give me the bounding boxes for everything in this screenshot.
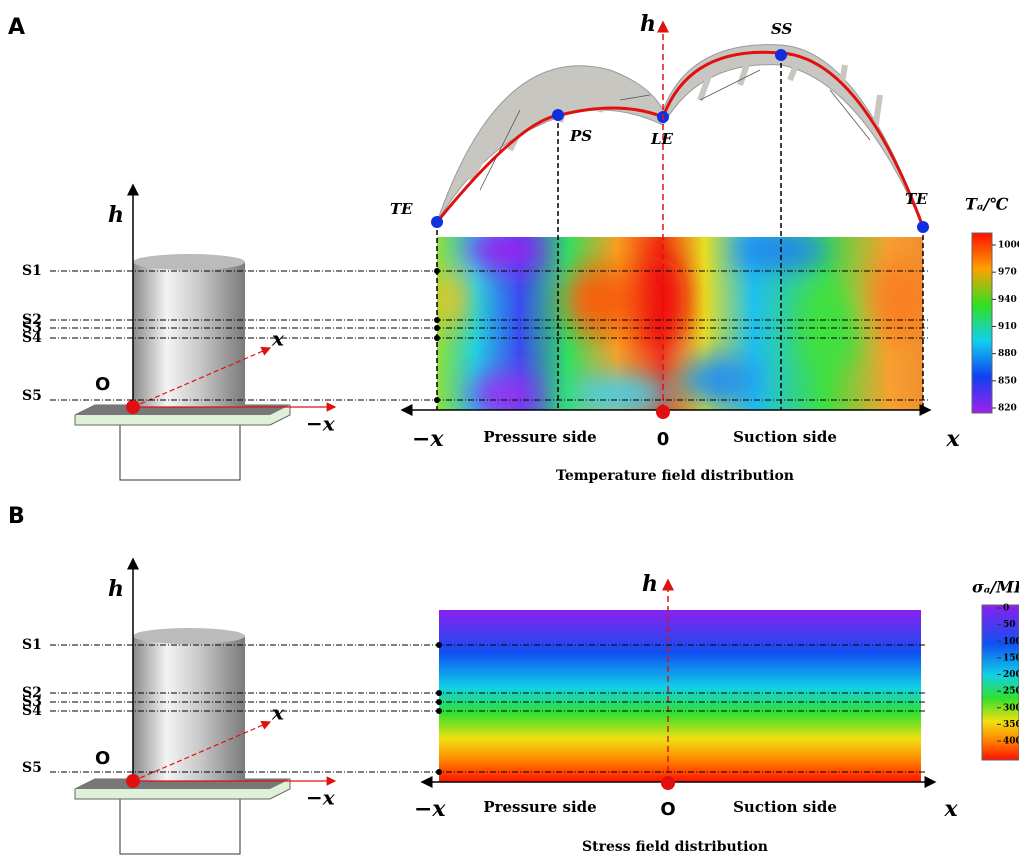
colorbar-tick-label: 880 xyxy=(998,349,1017,359)
origin-point xyxy=(126,774,140,788)
section-dot xyxy=(434,317,440,323)
colorbar-tick-label: 1000 xyxy=(998,241,1019,251)
colorbar-tick-label: 100 xyxy=(1003,637,1019,647)
colorbar-title: Tₐ/℃ xyxy=(965,195,1009,214)
section-label: S5 xyxy=(22,760,42,776)
blade-top xyxy=(133,628,245,644)
blade-top xyxy=(133,254,245,270)
point-label: SS xyxy=(771,20,793,38)
colorbar-tick-label: 250 xyxy=(1003,687,1019,697)
colorbar-tick-label: 970 xyxy=(998,268,1017,278)
colorbar-tick-label: 200 xyxy=(1003,670,1019,680)
origin-label: O xyxy=(95,748,110,769)
blade-root xyxy=(120,425,240,480)
section-label: S4 xyxy=(22,330,42,346)
side-label: Pressure side xyxy=(483,798,596,816)
axis-label: −x xyxy=(412,426,444,452)
point-label: LE xyxy=(650,130,674,148)
point-label: TE xyxy=(390,200,413,218)
colorbar-tick-label: 400 xyxy=(1003,737,1019,747)
section-dot xyxy=(434,397,440,403)
origin-label: 0 xyxy=(657,429,670,450)
origin-point xyxy=(661,776,675,790)
colorbar-tick-label: 50 xyxy=(1003,620,1016,630)
colorbar-tick-label: 300 xyxy=(1003,703,1019,713)
origin-label: O xyxy=(660,799,675,820)
axis-label: x xyxy=(945,426,960,452)
origin-point xyxy=(656,405,670,419)
colorbar-tick-label: 820 xyxy=(998,404,1017,414)
colorbar-tick-label: 150 xyxy=(1003,653,1019,663)
section-label: S1 xyxy=(22,263,42,279)
point-label: PS xyxy=(569,127,592,145)
colorbar-tick-label: 910 xyxy=(998,322,1017,332)
section-label: S4 xyxy=(22,703,42,719)
axis-label: −x xyxy=(306,786,336,810)
colorbar-tick-label: 0 xyxy=(1003,604,1009,614)
side-label: Suction side xyxy=(733,428,837,446)
axis-label: h xyxy=(108,202,124,228)
axis-label: x xyxy=(271,701,285,725)
axis-label: h xyxy=(642,571,658,597)
axis-label: x xyxy=(943,796,958,822)
origin-point xyxy=(126,400,140,414)
section-label: S5 xyxy=(22,388,42,404)
side-label: Pressure side xyxy=(483,428,596,446)
colorbar-title: σₐ/MP xyxy=(972,578,1019,597)
axis-label: h xyxy=(108,576,124,602)
colorbar-tick-label: 850 xyxy=(998,376,1017,386)
axis-label: h xyxy=(640,11,656,37)
section-dot xyxy=(436,699,442,705)
blade-body xyxy=(133,636,245,781)
origin-label: O xyxy=(95,374,110,395)
colorbar-tick-label: 940 xyxy=(998,295,1017,305)
colorbar-tick-label: 350 xyxy=(1003,720,1019,730)
section-dot xyxy=(436,769,442,775)
section-dot xyxy=(436,642,442,648)
section-label: S1 xyxy=(22,637,42,653)
panel-label: A xyxy=(8,15,25,40)
blade-body xyxy=(133,262,245,407)
figure: A B h SS PS LE TE TE Tₐ/℃ h σₐ/MP h x −x O S… xyxy=(0,0,1019,856)
caption: Stress field distribution xyxy=(582,839,768,855)
section-dot xyxy=(436,690,442,696)
section-dot xyxy=(434,335,440,341)
side-label: Suction side xyxy=(733,798,837,816)
axis-label: −x xyxy=(414,796,446,822)
blade-root xyxy=(120,799,240,854)
temperature-colorbar xyxy=(972,233,992,413)
point-label: TE xyxy=(905,190,928,208)
section-dot xyxy=(434,268,440,274)
section-dot xyxy=(436,708,442,714)
panel-label: B xyxy=(8,504,25,529)
caption: Temperature field distribution xyxy=(556,468,794,484)
axis-label: −x xyxy=(306,412,336,436)
temperature-map xyxy=(435,230,930,417)
section-dot xyxy=(434,325,440,331)
stress-map xyxy=(439,610,921,782)
